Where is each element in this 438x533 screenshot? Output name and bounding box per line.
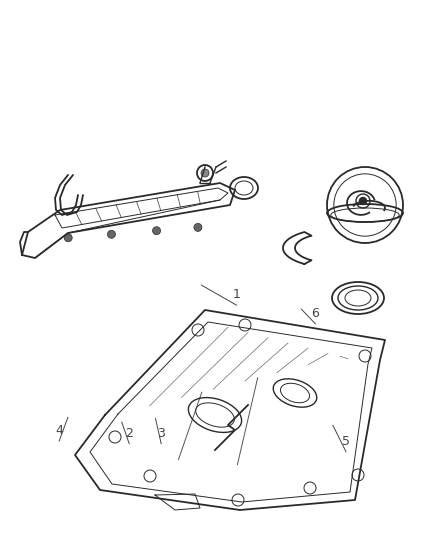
Text: 5: 5 xyxy=(342,435,350,448)
Circle shape xyxy=(107,230,116,238)
Text: 3: 3 xyxy=(157,427,165,440)
Text: 4: 4 xyxy=(55,424,63,437)
Circle shape xyxy=(360,198,367,205)
Circle shape xyxy=(201,169,209,177)
Circle shape xyxy=(152,227,161,235)
Circle shape xyxy=(194,223,202,231)
Circle shape xyxy=(64,234,72,242)
Text: 1: 1 xyxy=(233,288,240,301)
Text: 2: 2 xyxy=(125,427,133,440)
Text: 6: 6 xyxy=(311,307,319,320)
